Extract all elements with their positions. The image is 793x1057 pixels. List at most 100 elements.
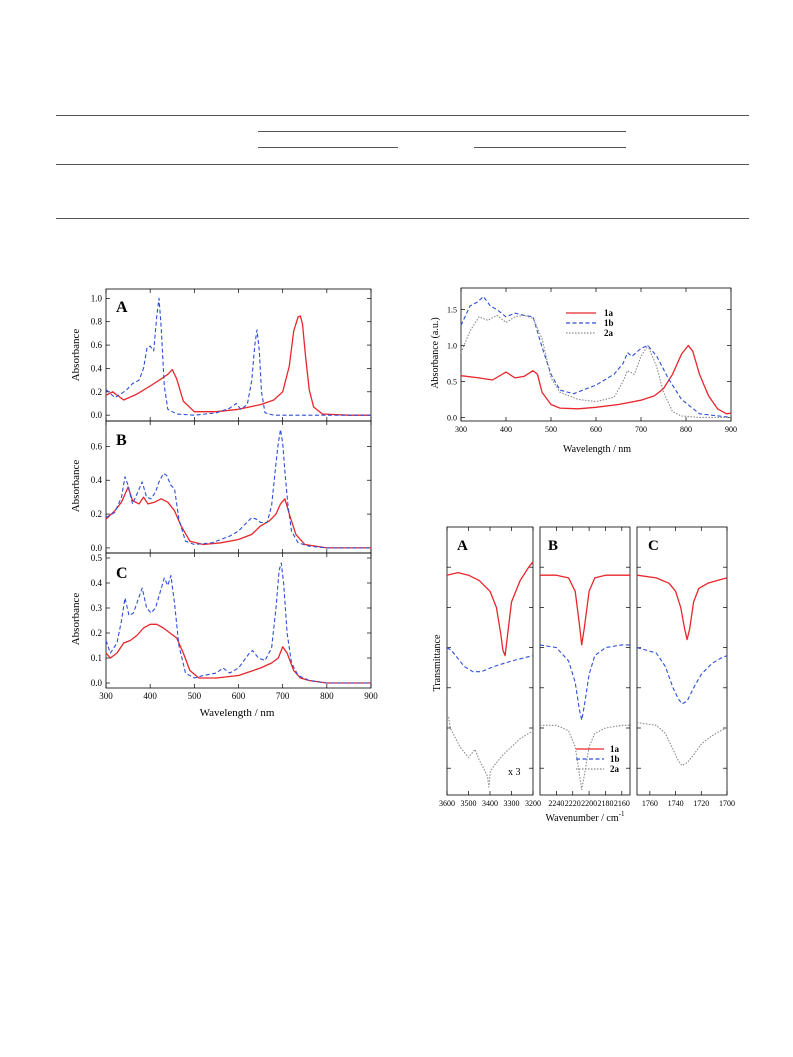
panel-c-ytick-label: 0.2: [91, 628, 102, 638]
ir-panel-b-xtick-label: 2180: [597, 799, 613, 808]
ir-panel-c: 1760 1740 1720 1700: [636, 526, 735, 808]
ir-xlabel-main: Wavenumber / cm: [546, 813, 619, 824]
panel-c-xtick-label: 600: [232, 691, 246, 701]
ir-panel-b-xtick-label: 2240: [548, 799, 564, 808]
comparison-ytick-label: 0.5: [447, 377, 457, 386]
absorbance-comparison-figure: 300 400 500 600 700 800 900 0.0 0.5 1.0 1.5 Absorb…: [430, 287, 737, 455]
absorbance-panel-a: 0.0 0.2 0.4 0.6 0.8 1.0: [91, 288, 372, 422]
panel-a-series-blue-line: [105, 297, 371, 416]
panel-a-ylabel: Absorbance: [70, 329, 82, 382]
ir-legend-label-1b: 1b: [610, 754, 620, 764]
ir-panel-c-series-1a-line: [636, 574, 728, 641]
ir-panel-a-xtick-label: 3200: [525, 799, 541, 808]
panel-c-ytick-label: 0.1: [91, 653, 102, 663]
legend-label-1b: 1b: [604, 318, 614, 328]
ir-panel-a-xtick-label: 3500: [461, 799, 477, 808]
ir-panel-a-xtick-label: 3300: [504, 799, 520, 808]
absorbance-comparison-plot: 300 400 500 600 700 800 900 0.0 0.5 1.0 1.5: [447, 287, 737, 434]
comparison-xtick-label: 800: [680, 425, 692, 434]
panel-c-frame: [105, 552, 372, 689]
ir-panel-a-letter: A: [457, 538, 468, 554]
panel-a-ytick-label: 1.0: [91, 293, 103, 303]
absorbance-panel-c: 300 400 500 600 700 800 900 0.0 0.1 0.2 0.3 0.4 0.5: [91, 552, 378, 701]
comparison-xtick-label: 700: [635, 425, 647, 434]
comparison-xtick-label: 400: [500, 425, 512, 434]
legend-label-1a: 1a: [604, 308, 614, 318]
panel-c-ytick-label: 0.0: [91, 678, 103, 688]
panel-c-ytick-label: 0.5: [91, 553, 103, 563]
ir-legend-label-1a: 1a: [610, 744, 620, 754]
panel-c-letter: C: [116, 565, 128, 582]
ir-panel-b-letter: B: [548, 538, 558, 554]
ir-panel-c-series-1b-line: [636, 647, 728, 705]
ir-panel-b-xtick-label: 2200: [581, 799, 597, 808]
ir-panel-a-series-2a-line: [446, 716, 534, 788]
ir-panel-c-frame: [636, 526, 728, 796]
panel-b-frame: [105, 420, 372, 554]
panel-c-xtick-label: 400: [143, 691, 157, 701]
ir-panel-c-letter: C: [648, 538, 659, 554]
panel-c-xtick-label: 300: [99, 691, 113, 701]
panel-c-ylabel: Absorbance: [70, 593, 82, 646]
panel-a-ytick-label: 0.6: [91, 340, 103, 350]
table-header-rule: [258, 131, 626, 132]
legend-label-2a: 2a: [604, 328, 614, 338]
panel-c-series-red-line: [105, 623, 371, 684]
ir-transmittance-figure: 3600 3500 3400 3300 3200 2240 2220 2200 2180 216…: [432, 526, 735, 824]
panel-c-ytick-label: 0.3: [91, 603, 103, 613]
ir-panel-b-xtick-label: 2220: [565, 799, 581, 808]
ir-panel-b-xtick-label: 2160: [614, 799, 630, 808]
panel-a-ytick-label: 0.4: [91, 363, 103, 373]
ir-xlabel: Wavenumber / cm-1: [546, 810, 625, 824]
ir-panel-c-series-2a-line: [636, 722, 728, 767]
ir-panel-c-xtick-label: 1720: [693, 799, 709, 808]
panel-a-letter: A: [116, 299, 128, 316]
ir-panel-c-xtick-label: 1740: [668, 799, 684, 808]
table-subheader-rule-left: [258, 147, 398, 148]
panel-b-series-blue-line: [105, 428, 371, 549]
comparison-xtick-label: 300: [455, 425, 467, 434]
panel-c-xtick-label: 900: [364, 691, 378, 701]
ir-panel-c-xtick-label: 1700: [719, 799, 735, 808]
panel-c-xtick-label: 500: [188, 691, 202, 701]
fig2-legend: 1a 1b 2a: [566, 308, 614, 338]
fig1-xlabel: Wavelength / nm: [200, 707, 275, 719]
table-top-rule: [56, 115, 749, 116]
panel-a-ytick-label: 0.0: [91, 410, 103, 420]
comparison-frame: [460, 287, 732, 422]
panel-b-ytick-label: 0.4: [91, 475, 103, 485]
comparison-series-1b-line: [460, 296, 732, 418]
panel-b-ytick-label: 0.2: [91, 509, 102, 519]
comparison-xtick-label: 600: [590, 425, 602, 434]
ir-xlabel-superscript: -1: [619, 810, 625, 818]
fig2-ylabel: Absorbance (a.u.): [430, 317, 441, 388]
ir-legend-label-2a: 2a: [610, 764, 620, 774]
panel-c-ytick-label: 0.4: [91, 578, 103, 588]
comparison-series-1a-line: [460, 344, 732, 415]
ir-panel-a-xtick-label: 3600: [439, 799, 455, 808]
ir-panel-a-series-1a-line: [446, 561, 534, 657]
ir-panel-b-frame: [539, 526, 631, 796]
table-bottom-rule: [56, 218, 749, 219]
panel-c-series-blue-line: [105, 562, 371, 684]
ir-panel-a: 3600 3500 3400 3300 3200: [439, 526, 541, 808]
panel-b-ytick-label: 0.0: [91, 543, 103, 553]
panel-c-xtick-label: 700: [276, 691, 290, 701]
panel-a-series-red-line: [105, 315, 371, 416]
comparison-xtick-label: 900: [725, 425, 737, 434]
ir-panel-b-series-1a-line: [540, 574, 630, 646]
ir-panel-a-xtick-label: 3400: [482, 799, 498, 808]
ir-panel-a-frame: [446, 526, 534, 796]
panel-b-ylabel: Absorbance: [70, 460, 82, 513]
absorbance-panel-b: 0.0 0.2 0.4 0.6: [91, 420, 372, 554]
fig2-xlabel: Wavelength / nm: [563, 444, 631, 455]
comparison-ytick-label: 0.0: [447, 413, 457, 422]
table-mid-rule: [56, 164, 749, 165]
ir-panel-b: 2240 2220 2200 2180 2160: [539, 526, 631, 808]
panel-a-ytick-label: 0.8: [91, 317, 103, 327]
panel-b-letter: B: [116, 432, 127, 449]
comparison-series-2a-line: [460, 314, 731, 418]
panel-b-ytick-label: 0.6: [91, 441, 103, 451]
ir-panel-b-series-1b-line: [539, 644, 630, 721]
